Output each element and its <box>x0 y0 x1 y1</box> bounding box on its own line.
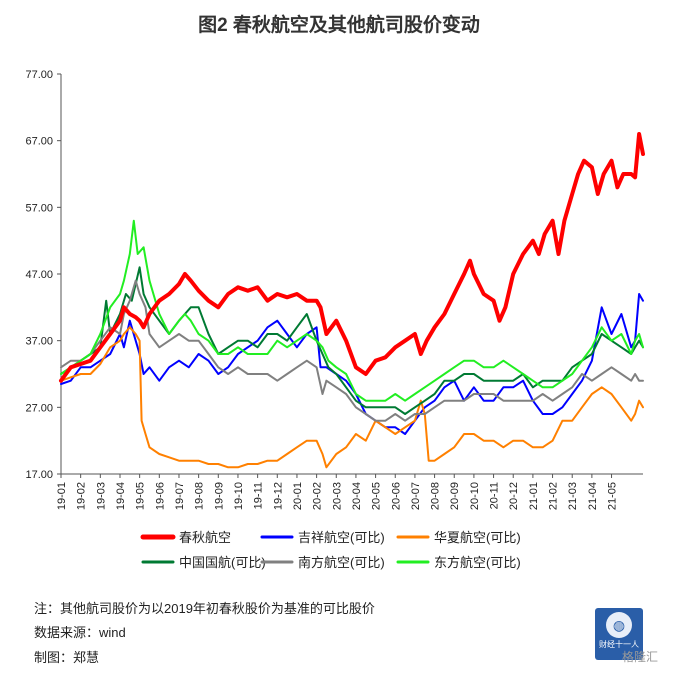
legend-label: 中国国航(可比) <box>179 555 266 570</box>
x-tick-label: 19-11 <box>253 482 265 509</box>
x-tick-label: 19-03 <box>95 482 107 510</box>
series-line-1 <box>59 132 645 383</box>
brand-logo: ◍ 财经十一人 <box>595 608 643 660</box>
y-tick-label: 27.00 <box>25 402 53 414</box>
logo-label: 财经十一人 <box>599 640 639 649</box>
x-tick-label: 20-01 <box>292 482 304 510</box>
y-tick-label: 47.00 <box>25 269 53 281</box>
x-tick-label: 21-01 <box>528 482 540 510</box>
watermark-text: 格隆汇 <box>622 650 659 664</box>
x-tick-label: 19-12 <box>272 482 284 510</box>
x-tick-label: 19-10 <box>233 482 245 510</box>
series-lines <box>59 132 645 469</box>
x-tick-label: 20-08 <box>430 482 442 510</box>
series-line-5 <box>60 279 644 422</box>
x-tick-label: 19-09 <box>213 482 225 510</box>
x-tick-label: 19-05 <box>135 482 147 510</box>
series-line-6 <box>60 219 644 402</box>
x-tick-label: 19-04 <box>115 482 127 510</box>
y-tick-label: 17.00 <box>25 469 53 481</box>
x-tick-label: 20-04 <box>351 482 363 510</box>
x-tick-label: 20-12 <box>508 482 520 510</box>
page-title: 图2 春秋航空及其他航司股价变动 <box>198 15 480 36</box>
legend-label: 华夏航空(可比) <box>434 530 521 545</box>
y-tick-label: 67.00 <box>25 136 53 148</box>
y-tick-label: 37.00 <box>25 336 53 348</box>
author-text: 制图：郑慧 <box>34 650 100 665</box>
note-text: 注：其他航司股价为以2019年初春秋股价为基准的可比股价 <box>34 601 375 616</box>
x-tick-label: 20-10 <box>469 482 481 510</box>
x-tick-label: 19-07 <box>174 482 186 510</box>
x-tick-label: 20-07 <box>410 482 422 510</box>
x-tick-label: 19-06 <box>154 482 166 510</box>
globe-icon: ◍ <box>606 612 632 638</box>
series-line-2 <box>60 293 644 435</box>
x-tick-label: 19-08 <box>194 482 206 510</box>
x-tick-label: 19-02 <box>76 482 88 510</box>
line-chart: 17.00 27.00 37.00 47.00 57.00 67.00 77.00 19-0… <box>25 69 645 570</box>
source-text: 数据来源：wind <box>34 625 126 640</box>
x-tick-label: 20-02 <box>312 482 324 510</box>
x-tick-label: 20-06 <box>390 482 402 510</box>
legend-label: 南方航空(可比) <box>298 555 385 570</box>
x-tick-label: 21-04 <box>587 482 599 510</box>
y-tick-label: 57.00 <box>25 202 53 214</box>
legend-label: 春秋航空 <box>179 530 231 545</box>
series-line-4 <box>60 266 644 415</box>
x-tick-label: 20-11 <box>489 482 501 509</box>
chart-legend: 春秋航空 吉祥航空(可比) 华夏航空(可比) 中国国航(可比) 南方航空(可比) 东方航空… <box>140 530 521 570</box>
x-tick-label: 21-02 <box>548 482 560 510</box>
x-tick-label: 21-03 <box>567 482 579 510</box>
legend-label: 吉祥航空(可比) <box>298 530 385 545</box>
x-tick-label: 21-05 <box>607 482 619 510</box>
y-axis-ticks: 17.00 27.00 37.00 47.00 57.00 67.00 77.00 <box>25 69 61 481</box>
x-tick-label: 20-09 <box>449 482 461 510</box>
x-tick-label: 20-03 <box>331 482 343 510</box>
x-tick-label: 19-01 <box>56 482 68 510</box>
legend-label: 东方航空(可比) <box>434 555 521 570</box>
x-axis-ticks: 19-01 19-02 19-03 19-04 19-05 19-06 19-07 19-08… <box>56 474 619 510</box>
x-tick-label: 20-05 <box>371 482 383 510</box>
series-line-3 <box>60 326 644 469</box>
y-tick-label: 77.00 <box>25 69 53 81</box>
